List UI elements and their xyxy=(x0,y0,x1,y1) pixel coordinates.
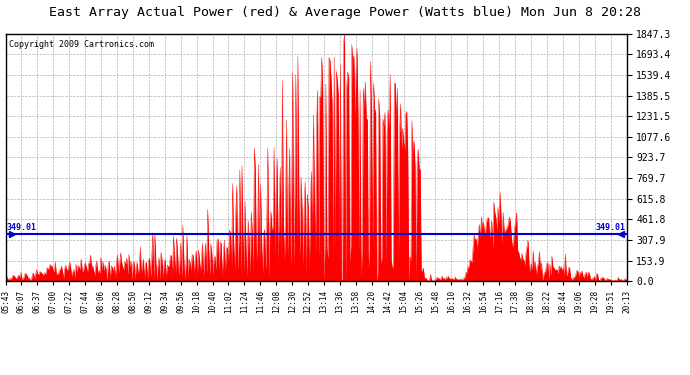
Text: 349.01: 349.01 xyxy=(7,224,37,232)
Text: East Array Actual Power (red) & Average Power (Watts blue) Mon Jun 8 20:28: East Array Actual Power (red) & Average … xyxy=(49,6,641,19)
Text: Copyright 2009 Cartronics.com: Copyright 2009 Cartronics.com xyxy=(8,40,154,49)
Text: 349.01: 349.01 xyxy=(595,224,625,232)
